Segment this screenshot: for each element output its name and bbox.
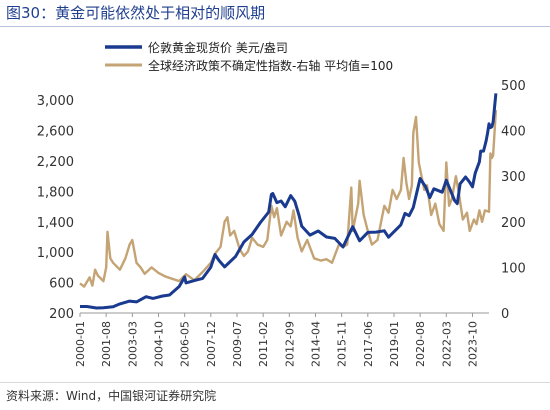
right-y-tick-label: 300 (501, 170, 526, 185)
left-y-tick-label: 200 (49, 307, 74, 322)
x-tick-label: 2001-08 (100, 321, 113, 367)
source-note: 资料来源：Wind，中国银河证券研究院 (6, 389, 217, 403)
x-tick-label: 2015-11 (336, 321, 349, 367)
legend-label-uncertainty: 全球经济政策不确定性指数-右轴 平均值=100 (148, 58, 393, 73)
left-y-tick-label: 1,000 (37, 246, 74, 261)
chart-title: 图30：黄金可能依然处于相对的顺风期 (6, 4, 266, 22)
right-y-tick-label: 100 (501, 261, 526, 276)
left-y-tick-label: 1,800 (37, 185, 74, 200)
right-y-tick-label: 400 (501, 125, 526, 140)
x-tick-label: 2009-07 (231, 321, 244, 367)
x-tick-label: 2022-03 (440, 321, 453, 367)
x-tick-label: 2023-10 (466, 321, 479, 367)
left-y-tick-label: 600 (49, 277, 74, 292)
x-tick-label: 2012-09 (283, 321, 296, 367)
x-tick-label: 2020-08 (414, 321, 427, 367)
x-tick-label: 2017-06 (362, 321, 375, 367)
title-divider (0, 26, 550, 27)
left-y-tick-label: 2,200 (37, 155, 74, 170)
left-y-tick-label: 1,400 (37, 216, 74, 231)
legend-label-gold: 伦敦黄金现货价 美元/盎司 (148, 40, 288, 55)
series-group (79, 93, 498, 310)
x-tick-label: 2014-04 (309, 321, 322, 367)
x-tick-label: 2006-05 (179, 321, 192, 367)
left-y-tick-label: 3,000 (37, 94, 74, 109)
x-tick-label: 2011-02 (257, 321, 270, 367)
uncertainty-index-line (79, 110, 498, 288)
x-tick-label: 2019-01 (388, 321, 401, 367)
source-divider (0, 382, 550, 383)
right-y-tick-label: 500 (501, 79, 526, 94)
left-y-tick-label: 2,600 (37, 125, 74, 140)
x-tick-label: 2007-12 (205, 321, 218, 367)
axes-group: 200 600 1,000 1,400 1,800 2,200 2,600 3,000 0 100… (37, 79, 526, 367)
right-y-tick-label: 0 (501, 307, 509, 322)
x-tick-label: 2000-01 (74, 321, 87, 367)
x-tick-label: 2004-10 (152, 321, 165, 367)
right-y-tick-label: 200 (501, 216, 526, 231)
x-tick-label: 2003-03 (126, 321, 139, 367)
gold-price-uncertainty-chart: 200 600 1,000 1,400 1,800 2,200 2,600 3,000 0 100… (37, 40, 526, 367)
gold-price-line (80, 93, 498, 310)
